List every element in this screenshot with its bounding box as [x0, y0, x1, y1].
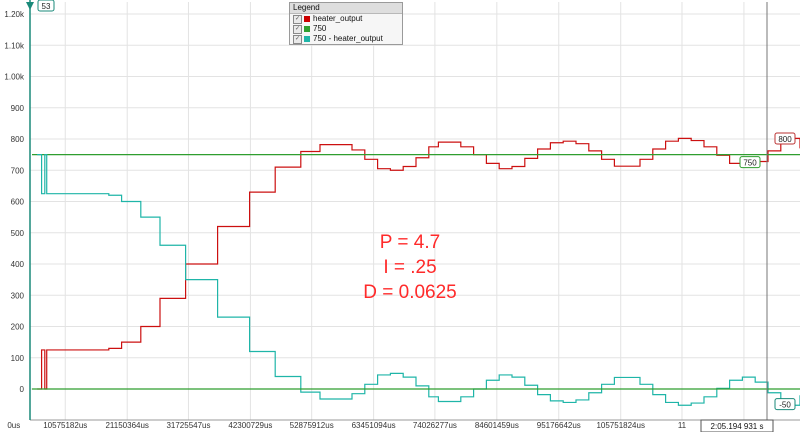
y-tick-label: 900 [11, 104, 25, 113]
y-tick-label: 700 [11, 166, 25, 175]
y-tick-label: 1.10k [4, 41, 25, 50]
cursor-value-heater: 800 [778, 135, 792, 144]
y-tick-label: 600 [11, 198, 25, 207]
y-tick-label: 400 [11, 260, 25, 269]
x-tick-label: 95176642us [537, 421, 581, 430]
checkbox-icon[interactable]: ✓ [293, 34, 302, 44]
cursor-time-label: 2:05.194 931 s [711, 422, 764, 431]
plot-area [30, 2, 800, 420]
legend-swatch [304, 16, 310, 22]
x-tick-label: 10575182us [43, 421, 87, 430]
legend-label: 750 [313, 24, 327, 33]
y-axis: 0 100 200 300 400 500 600 700 800 900 1.00k 1.10k 1.… [4, 2, 31, 420]
annotation-d: D = 0.0625 [363, 282, 457, 303]
y-tick-label: 1.00k [4, 73, 25, 82]
x-tick-label: 42300729us [228, 421, 272, 430]
x-tick-label: 74026277us [413, 421, 457, 430]
x-tick-label: 31725547us [166, 421, 210, 430]
x-tick-label: 63451094us [352, 421, 396, 430]
cursor-value-750: 750 [743, 159, 757, 168]
y-tick-label: 200 [11, 323, 25, 332]
legend[interactable]: Legend ✓ heater_output ✓ 750 ✓ 750 - hea… [289, 2, 403, 45]
x-tick-label: 0us [7, 421, 20, 430]
x-tick-label: 21150364us [105, 421, 148, 430]
legend-label: 750 - heater_output [313, 34, 383, 43]
cursor-value-diff-box [774, 398, 796, 411]
checkbox-icon[interactable]: ✓ [293, 24, 302, 34]
legend-item-heater-output[interactable]: ✓ heater_output [290, 14, 402, 24]
cursor-value-diff: -50 [779, 401, 791, 410]
x-tick-label: 105751824us [596, 421, 645, 430]
annotation-p: P = 4.7 [379, 232, 441, 253]
x-axis: 0us 10575182us 21150364us 31725547us 4230072… [7, 419, 800, 430]
legend-swatch [304, 36, 310, 42]
series-layer [32, 137, 800, 406]
legend-label: heater_output [313, 14, 363, 23]
top-marker-label: 53 [42, 2, 51, 11]
cursor-marker-icon [26, 2, 34, 10]
y-tick-label: 500 [11, 229, 25, 238]
legend-swatch [304, 26, 310, 32]
x-tick-label: 52875912us [290, 421, 334, 430]
y-tick-label: 0 [20, 385, 25, 394]
cursor-layer[interactable]: 53 800 750 -50 2:05.194 931 s [26, 0, 796, 432]
y-tick-label: 100 [11, 354, 25, 363]
legend-item-750[interactable]: ✓ 750 [290, 24, 402, 34]
cursor-time-box [700, 419, 774, 432]
legend-title: Legend [290, 3, 402, 14]
cursor-value-heater-box [774, 132, 796, 145]
cursor-value-750-box [739, 156, 761, 169]
x-tick-label: 11 [678, 421, 687, 430]
legend-item-750-minus-heater[interactable]: ✓ 750 - heater_output [290, 34, 402, 44]
pid-annotation: P = 4.7 I = .25 D = 0.0625 [340, 230, 480, 305]
top-marker-label-box [37, 0, 55, 12]
y-tick-label: 800 [11, 135, 25, 144]
y-tick-label: 1.20k [4, 10, 25, 19]
checkbox-icon[interactable]: ✓ [293, 14, 302, 24]
annotation-i: I = .25 [383, 257, 437, 278]
y-tick-label: 300 [11, 291, 25, 300]
x-tick-label: 84601459us [475, 421, 519, 430]
